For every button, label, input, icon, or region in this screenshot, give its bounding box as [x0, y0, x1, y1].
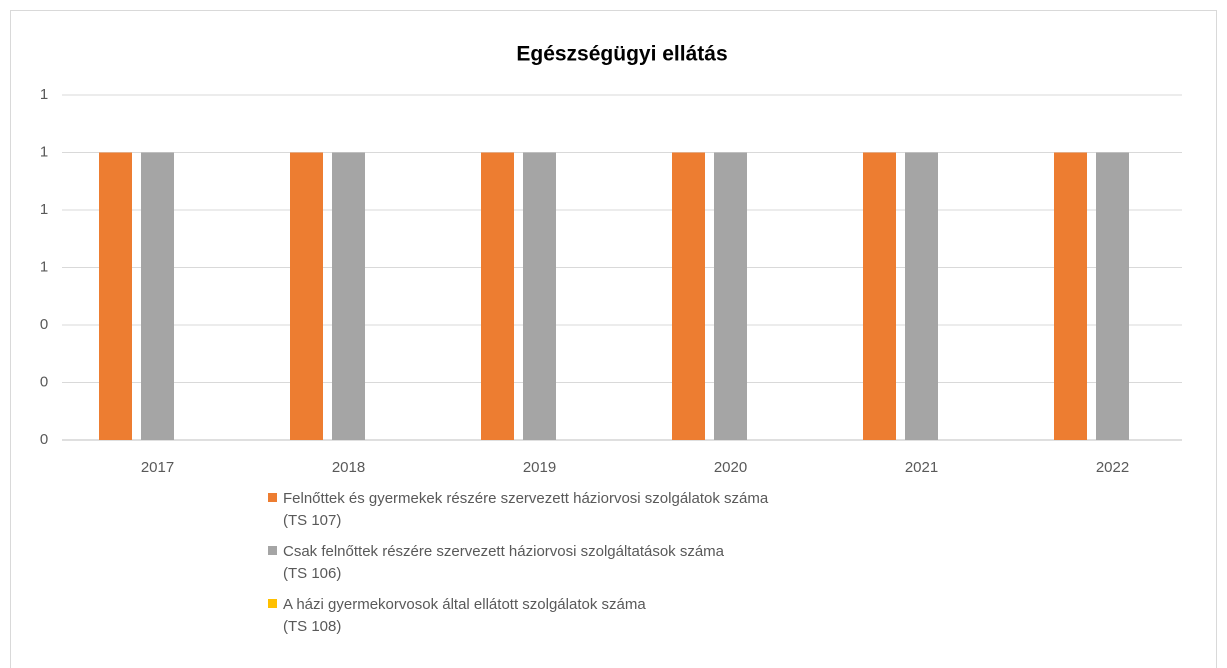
y-tick-label: 0: [40, 316, 48, 333]
bar: [905, 152, 938, 440]
x-tick-label: 2018: [332, 459, 365, 476]
bar: [672, 152, 705, 440]
legend-label: Csak felnőttek részére szervezett házior…: [283, 543, 725, 582]
x-tick-label: 2020: [714, 459, 747, 476]
y-tick-label: 1: [40, 86, 48, 103]
y-tick-label: 1: [40, 258, 48, 275]
y-tick-label: 1: [40, 143, 48, 160]
legend-swatch: [268, 599, 277, 608]
legend-item: Csak felnőttek részére szervezett házior…: [268, 541, 768, 585]
y-tick-label: 1: [40, 201, 48, 218]
legend-item: A házi gyermekorvosok által ellátott szo…: [268, 594, 768, 638]
bar: [332, 152, 365, 440]
legend-label: A házi gyermekorvosok által ellátott szo…: [283, 596, 646, 635]
legend-swatch: [268, 493, 277, 502]
bar: [1054, 152, 1087, 440]
chart-title: Egészségügyi ellátás: [516, 43, 727, 66]
legend-item: Felnőttek és gyermekek részére szervezet…: [268, 488, 768, 532]
bar: [481, 152, 514, 440]
x-tick-label: 2022: [1096, 459, 1129, 476]
legend-label: Felnőttek és gyermekek részére szervezet…: [283, 490, 769, 529]
bar: [290, 152, 323, 440]
bar: [714, 152, 747, 440]
bar: [1096, 152, 1129, 440]
x-tick-label: 2021: [905, 459, 938, 476]
x-tick-label: 2019: [523, 459, 556, 476]
bar: [141, 152, 174, 440]
y-tick-label: 0: [40, 373, 48, 390]
legend-swatch: [268, 546, 277, 555]
bar: [523, 152, 556, 440]
chart-border: [10, 10, 1217, 668]
bar: [863, 152, 896, 440]
y-tick-label: 0: [40, 431, 48, 448]
legend: Felnőttek és gyermekek részére szervezet…: [268, 488, 768, 647]
x-tick-label: 2017: [141, 459, 174, 476]
bar: [99, 152, 132, 440]
